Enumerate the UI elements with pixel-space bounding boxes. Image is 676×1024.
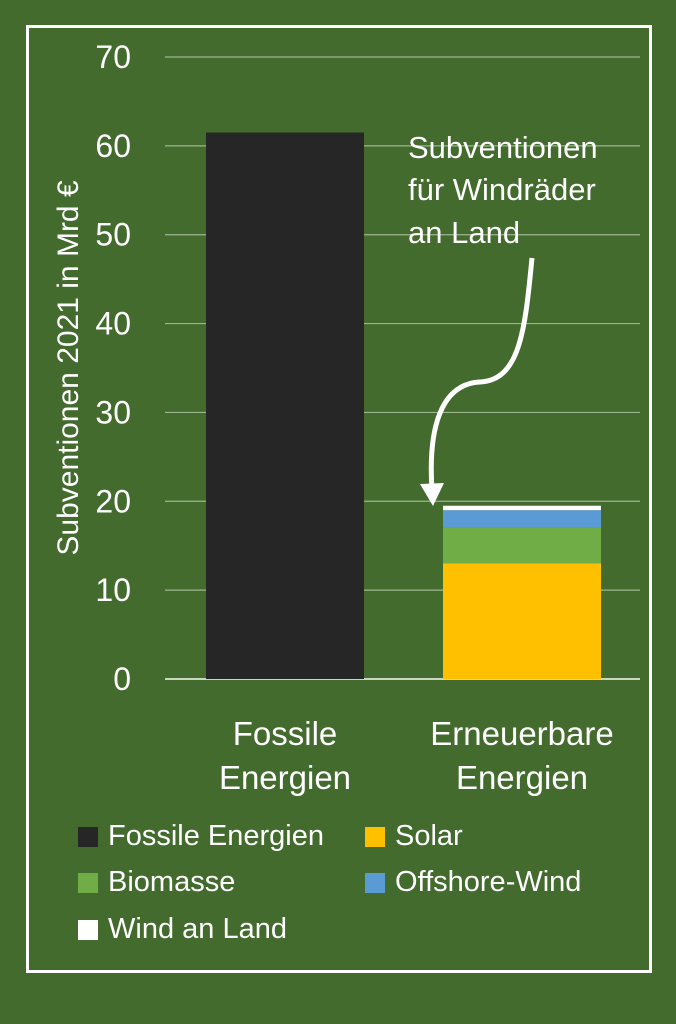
legend-item: Solar xyxy=(365,820,463,853)
legend-label: Biomasse xyxy=(108,866,236,898)
annotation: Subventionen für Windräder an Land xyxy=(408,130,598,506)
bar-segment xyxy=(443,510,601,528)
legend-item: Wind an Land xyxy=(78,913,287,946)
legend-item: Offshore-Wind xyxy=(365,866,581,899)
bar-segment xyxy=(443,563,601,679)
y-tick-label: 50 xyxy=(95,217,131,253)
annotation-arrowhead xyxy=(420,483,444,506)
legend-label: Solar xyxy=(395,820,463,852)
y-tick-label: 10 xyxy=(95,572,131,608)
y-tick-label: 20 xyxy=(95,483,131,519)
bars xyxy=(206,132,601,679)
y-tick-label: 70 xyxy=(95,39,131,75)
chart-frame xyxy=(26,25,652,973)
annotation-arrow xyxy=(428,257,535,491)
bar-segment xyxy=(443,527,601,564)
legend-item: Fossile Energien xyxy=(78,820,324,853)
legend-swatch xyxy=(78,826,98,847)
y-axis-label: Subventionen 2021 in Mrd € xyxy=(52,180,85,556)
annotation-line-3: an Land xyxy=(408,215,520,250)
x-axis-categories: Fossile Energien Erneuerbare Energien xyxy=(219,715,614,796)
x-category-label: Erneuerbare xyxy=(430,715,613,752)
bar-segment xyxy=(206,132,364,679)
legend-swatch xyxy=(78,872,98,893)
legend-swatch xyxy=(78,919,98,940)
annotation-line-2: für Windräder xyxy=(408,172,596,207)
annotation-line-1: Subventionen xyxy=(408,130,598,165)
y-tick-label: 30 xyxy=(95,394,131,430)
x-category-label: Energien xyxy=(456,759,588,796)
x-category-label: Energien xyxy=(219,759,351,796)
x-category-label: Fossile xyxy=(233,715,338,752)
legend-label: Offshore-Wind xyxy=(395,866,582,898)
y-tick-label: 0 xyxy=(113,661,131,697)
bar-segment xyxy=(443,505,601,511)
legend-label: Fossile Energien xyxy=(108,820,324,852)
legend-swatch xyxy=(365,826,385,847)
legend-label: Wind an Land xyxy=(108,913,287,945)
y-tick-label: 40 xyxy=(95,306,131,342)
legend-swatch xyxy=(365,872,385,893)
y-axis-ticks: 0 10 20 30 40 50 60 70 xyxy=(95,39,131,697)
y-tick-label: 60 xyxy=(95,128,131,164)
legend-item: Biomasse xyxy=(78,866,235,899)
